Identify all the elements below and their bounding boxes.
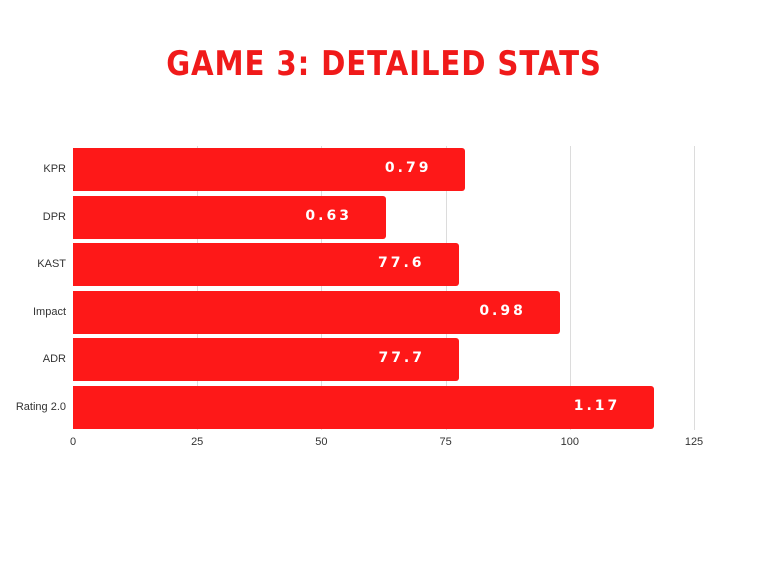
bar-dpr: 0.63 bbox=[73, 195, 386, 239]
category-label: DPR bbox=[42, 210, 66, 223]
x-tick-label: 125 bbox=[684, 436, 704, 448]
category-label: KAST bbox=[37, 258, 66, 270]
category-label: KPR bbox=[43, 163, 66, 175]
x-tick-label: 0 bbox=[69, 436, 77, 448]
bar-impact: 0.98 bbox=[73, 290, 560, 334]
gridline bbox=[445, 146, 447, 430]
x-tick-label: 75 bbox=[439, 436, 452, 448]
bar-value-label: 0.79 bbox=[384, 160, 432, 176]
bar-kpr: 0.79 bbox=[73, 148, 466, 191]
x-tick-label: 50 bbox=[315, 436, 328, 448]
chart-title: GAME 3: DETAILED STATS bbox=[166, 44, 602, 84]
bar-value-label: 1.17 bbox=[573, 397, 621, 414]
bar-adr: 77.7 bbox=[73, 338, 459, 381]
category-label: Impact bbox=[32, 305, 66, 318]
category-label: Rating 2.0 bbox=[15, 400, 66, 413]
x-tick-label: 100 bbox=[560, 436, 579, 448]
gridline bbox=[321, 146, 323, 430]
category-label: ADR bbox=[42, 353, 66, 365]
bar-rating-2-0: 1.17 bbox=[73, 385, 655, 429]
bar-value-label: 77.7 bbox=[378, 350, 425, 366]
bar-kast: 77.6 bbox=[73, 243, 459, 286]
bar-value-label: 77.6 bbox=[377, 255, 425, 271]
gridline bbox=[197, 146, 199, 430]
bar-value-label: 0.63 bbox=[305, 207, 352, 224]
bar-value-label: 0.98 bbox=[479, 302, 526, 319]
gridline bbox=[569, 146, 571, 430]
gridline bbox=[694, 146, 695, 430]
x-tick-label: 25 bbox=[191, 436, 204, 448]
plot-area: 0.79 0.63 77.6 0.98 77.7 1.17 bbox=[73, 146, 695, 430]
